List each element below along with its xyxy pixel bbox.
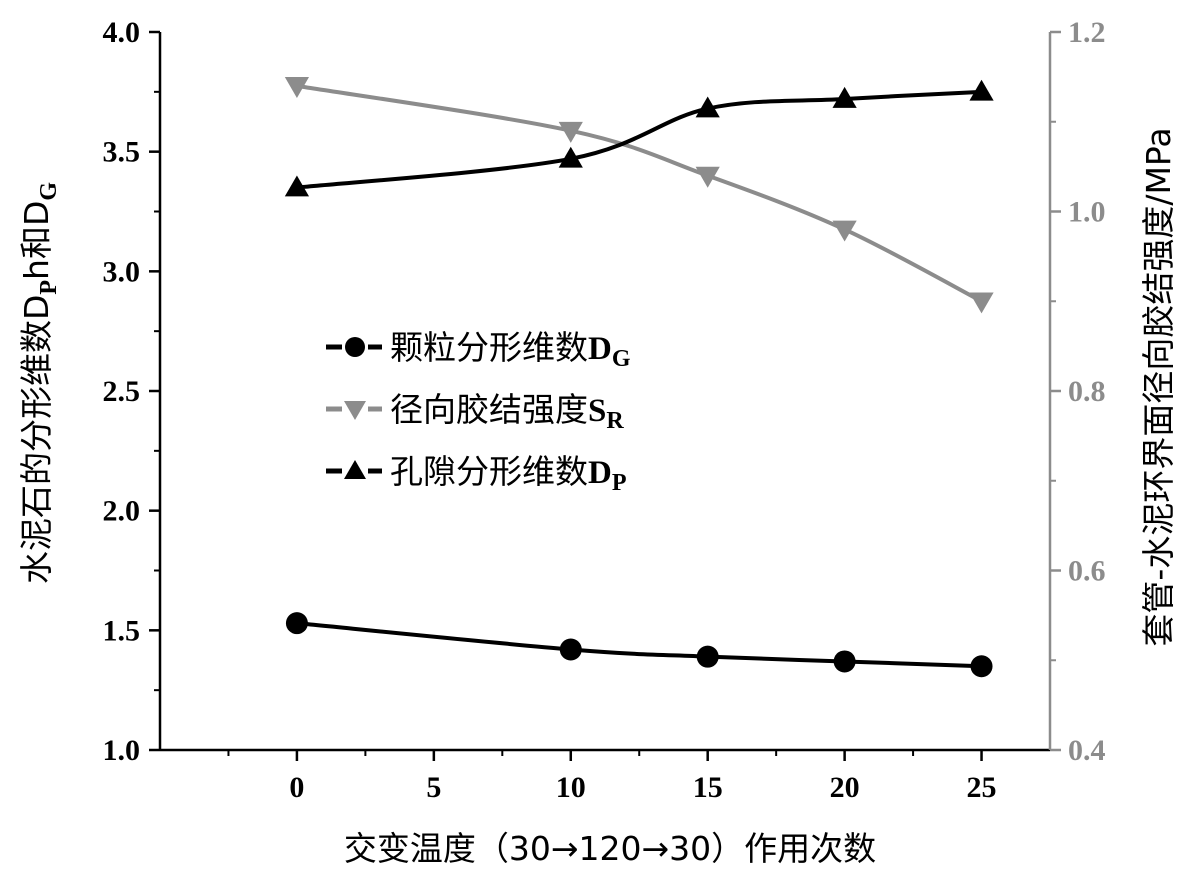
- y-right-tick-label: 0.4: [1068, 734, 1106, 767]
- legend-item: 孔隙分形维数DP: [326, 452, 627, 496]
- legend-item: 径向胶结强度SR: [326, 390, 624, 434]
- data-point: [284, 175, 310, 197]
- y-left-tick-label: 3.5: [103, 136, 141, 169]
- series-line: [296, 89, 982, 190]
- x-tick-label: 15: [693, 771, 723, 804]
- legend-label-symbol: D: [588, 331, 612, 367]
- data-point: [833, 650, 856, 673]
- legend-item: 颗粒分形维数DG: [326, 328, 631, 372]
- data-point: [695, 96, 720, 118]
- y-left-tick-label: 1.5: [103, 614, 141, 647]
- y-left-tick-label: 1.0: [103, 734, 141, 767]
- data-point: [695, 166, 720, 188]
- x-tick-label: 20: [830, 771, 860, 804]
- series-line: [296, 621, 982, 669]
- x-axis-title: 交变温度（30→120→30）作用次数: [344, 829, 876, 868]
- y-right-tick-label: 1.0: [1068, 196, 1106, 229]
- legend-label: 孔隙分形维数DP: [390, 452, 627, 496]
- data-point: [559, 638, 582, 661]
- data-point: [284, 77, 310, 98]
- x-tick-label: 0: [289, 771, 304, 804]
- series-2: [284, 79, 994, 197]
- legend-marker: [345, 337, 365, 357]
- y-right-tick-label: 0.6: [1068, 555, 1106, 588]
- legend-label-symbol: D: [588, 455, 612, 491]
- data-point: [832, 220, 857, 242]
- legend-label-subscript: R: [606, 408, 624, 434]
- data-point: [696, 645, 719, 668]
- x-tick-label: 10: [556, 771, 586, 804]
- legend-marker: [344, 401, 366, 420]
- y-right-tick-label: 1.2: [1068, 16, 1106, 49]
- x-tick-label: 25: [967, 771, 997, 804]
- legend-label: 颗粒分形维数DG: [390, 328, 631, 372]
- y-axis-left-title-sub1: P: [36, 280, 62, 295]
- y-axis-left-title: 水泥石的分形维数DPh和DG: [17, 182, 62, 584]
- legend-label-name: 孔隙分形维数: [390, 452, 588, 491]
- data-point: [969, 79, 994, 101]
- data-point: [832, 86, 857, 108]
- legend-label-subscript: G: [612, 346, 631, 372]
- y-left-tick-label: 2.5: [103, 375, 141, 408]
- legend-label-symbol: S: [588, 393, 606, 429]
- data-point: [558, 146, 583, 168]
- legend-label-name: 颗粒分形维数: [390, 328, 588, 367]
- y-right-tick-label: 0.8: [1068, 375, 1106, 408]
- data-point: [969, 292, 994, 314]
- series-0: [285, 612, 993, 678]
- axes: 0 5 10 15 20 25 1.0 1.5 2.0 2.5 3.0 3.5 4.0 0.4 0.6 0.8…: [103, 16, 1106, 804]
- legend-marker: [344, 460, 366, 479]
- series-1: [284, 77, 994, 314]
- axis-titles: 交变温度（30→120→30）作用次数 水泥石的分形维数DPh和DG 套管-水泥…: [17, 127, 1178, 868]
- y-axis-right-title: 套管-水泥环界面径向胶结强度/MPa: [1139, 127, 1178, 646]
- series-line: [296, 83, 983, 304]
- y-left-tick-label: 3.0: [103, 255, 141, 288]
- y-left-tick-label: 2.0: [103, 495, 141, 528]
- legend-label-name: 径向胶结强度: [390, 390, 588, 429]
- data-point: [285, 612, 308, 635]
- series-layer: [284, 77, 994, 678]
- y-axis-left-title-sub2: G: [36, 182, 62, 201]
- data-point: [970, 655, 993, 678]
- y-axis-left-title-mid: h和D: [17, 201, 56, 280]
- y-left-tick-label: 4.0: [103, 16, 141, 49]
- data-point: [558, 121, 583, 143]
- x-tick-label: 5: [426, 771, 441, 804]
- y-axis-left-title-main: 水泥石的分形维数D: [17, 295, 56, 584]
- legend-label: 径向胶结强度SR: [390, 390, 624, 434]
- legend-label-subscript: P: [612, 470, 627, 496]
